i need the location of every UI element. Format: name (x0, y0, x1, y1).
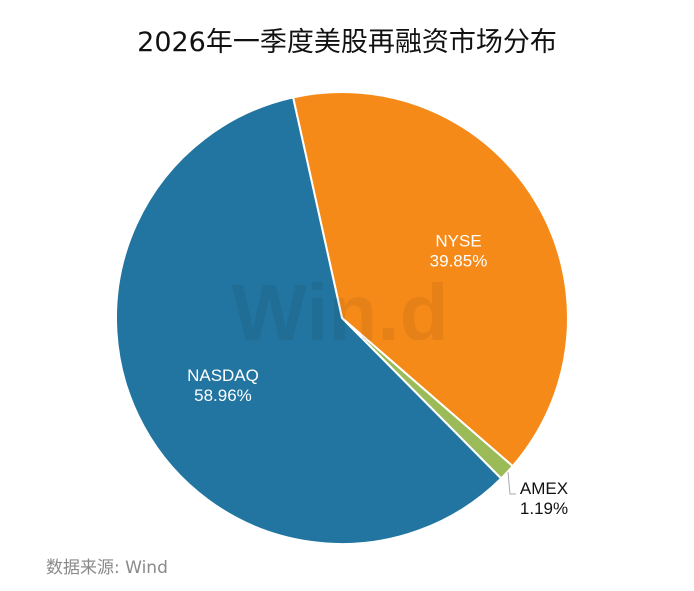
slice-nasdaq-value-label: 58.96% (194, 386, 252, 405)
slice-nasdaq-label: NASDAQ (187, 366, 259, 385)
pie-slice-nasdaq (115, 96, 503, 545)
slice-amex-label: AMEX (520, 479, 568, 498)
slice-nyse-label: NYSE (435, 232, 481, 251)
chart-title: 2026年一季度美股再融资市场分布 (137, 27, 557, 58)
leader-line-amex (507, 471, 516, 495)
source-note: 数据来源: Wind (46, 558, 168, 578)
slice-amex-value-label: 1.19% (520, 499, 568, 518)
pie-slice-nyse (291, 91, 569, 468)
watermark-logo: Win.d (232, 268, 449, 357)
slice-nyse-value-label: 39.85% (430, 252, 488, 271)
